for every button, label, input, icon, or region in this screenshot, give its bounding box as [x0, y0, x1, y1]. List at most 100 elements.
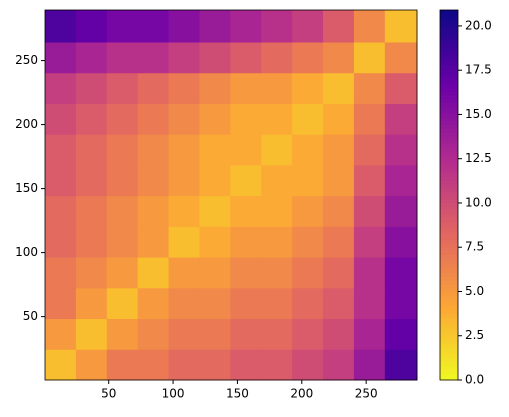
heatmap-cell: [323, 103, 355, 135]
colorbar-slice: [440, 206, 458, 211]
heatmap-cell: [384, 257, 418, 289]
heatmap-cell: [261, 42, 293, 74]
colorbar-slice: [440, 146, 458, 152]
heatmap-cell: [384, 349, 418, 381]
colorbar-tick-label: 7.5: [465, 240, 484, 254]
heatmap-cell: [323, 257, 355, 289]
heatmap-cell: [45, 287, 77, 320]
heatmap-cell: [199, 164, 231, 197]
colorbar-slice: [440, 65, 458, 70]
heatmap-cell: [292, 257, 324, 289]
heatmap-cell: [45, 42, 77, 74]
colorbar-slice: [440, 320, 458, 325]
heatmap-cell: [261, 195, 293, 227]
colorbar-slice: [440, 158, 458, 163]
heatmap-cell: [261, 257, 293, 289]
heatmap-cell: [168, 72, 200, 104]
colorbar-slice: [440, 209, 458, 214]
heatmap-cell: [199, 10, 231, 43]
colorbar-slice: [440, 180, 458, 185]
colorbar-tick-label: 10.0: [465, 195, 492, 209]
colorbar-slice: [440, 357, 458, 362]
colorbar-tick-label: 15.0: [465, 107, 492, 121]
colorbar-slice: [440, 195, 458, 200]
heatmap-cell: [199, 195, 231, 227]
heatmap-cell: [292, 318, 324, 350]
colorbar-slice: [440, 24, 458, 29]
colorbar-slice: [440, 113, 458, 118]
heatmap-cell: [75, 287, 108, 320]
heatmap-cell: [261, 287, 293, 320]
heatmap-cell: [199, 72, 231, 104]
colorbar-slice: [440, 98, 458, 103]
heatmap-cell: [353, 195, 386, 227]
colorbar-slice: [440, 324, 458, 329]
heatmap-cell: [75, 195, 108, 227]
colorbar-slice: [440, 72, 458, 78]
heatmap-cell: [292, 72, 324, 104]
colorbar-slice: [440, 276, 458, 281]
colorbar-slice: [440, 254, 458, 259]
colorbar-slice: [440, 69, 458, 74]
heatmap-cell: [106, 349, 139, 381]
x-tick-label: 150: [226, 387, 249, 401]
heatmap-cell: [137, 134, 170, 166]
colorbar-slice: [440, 102, 458, 107]
colorbar-slice: [440, 47, 458, 52]
heatmap-cell: [292, 42, 324, 74]
heatmap-cell: [323, 42, 355, 74]
colorbar-slice: [440, 84, 458, 89]
colorbar-slice: [440, 235, 458, 240]
colorbar-slice: [440, 372, 458, 377]
colorbar-slice: [440, 76, 458, 81]
heatmap-cell: [384, 72, 418, 104]
heatmap-cell: [75, 134, 108, 166]
colorbar-slice: [440, 220, 458, 226]
colorbar-slice: [440, 354, 458, 359]
x-tick-label: 50: [101, 387, 116, 401]
y-tick-label: 150: [15, 181, 38, 195]
heatmap-cell: [292, 10, 324, 43]
heatmap-cell: [137, 195, 170, 227]
colorbar-slice: [440, 343, 458, 348]
colorbar-slice: [440, 13, 458, 18]
heatmap-cell: [75, 164, 108, 197]
heatmap-cell: [353, 134, 386, 166]
heatmap-cell: [384, 164, 418, 197]
colorbar-slice: [440, 39, 458, 44]
heatmap-cell: [292, 226, 324, 258]
colorbar-slice: [440, 346, 458, 351]
heatmap-cell: [230, 10, 262, 43]
y-tick-label: 200: [15, 117, 38, 131]
heatmap-cell: [106, 164, 139, 197]
colorbar-slice: [440, 32, 458, 37]
heatmap-cell: [168, 287, 200, 320]
heatmap-cell: [353, 318, 386, 350]
heatmap-cell: [199, 349, 231, 381]
colorbar-slice: [440, 331, 458, 337]
colorbar-slice: [440, 243, 458, 248]
heatmap-cell: [230, 72, 262, 104]
heatmap-cell: [168, 164, 200, 197]
heatmap-cell: [353, 287, 386, 320]
heatmap-cell: [261, 349, 293, 381]
heatmap-cell: [323, 164, 355, 197]
heatmap-cell: [261, 72, 293, 104]
colorbar-slice: [440, 328, 458, 333]
heatmap-cell: [384, 42, 418, 74]
y-tick-label: 100: [15, 245, 38, 259]
heatmap-cell: [199, 287, 231, 320]
colorbar-slice: [440, 376, 458, 381]
heatmap-cell: [45, 164, 77, 197]
colorbar-slice: [440, 198, 458, 203]
colorbar-slice: [440, 228, 458, 233]
colorbar-slice: [440, 165, 458, 170]
heatmap-cell: [292, 349, 324, 381]
colorbar-slice: [440, 172, 458, 177]
heatmap-cell: [199, 226, 231, 258]
heatmap-cell: [137, 42, 170, 74]
colorbar-slice: [440, 128, 458, 133]
colorbar-slice: [440, 246, 458, 251]
heatmap-cell: [137, 164, 170, 197]
